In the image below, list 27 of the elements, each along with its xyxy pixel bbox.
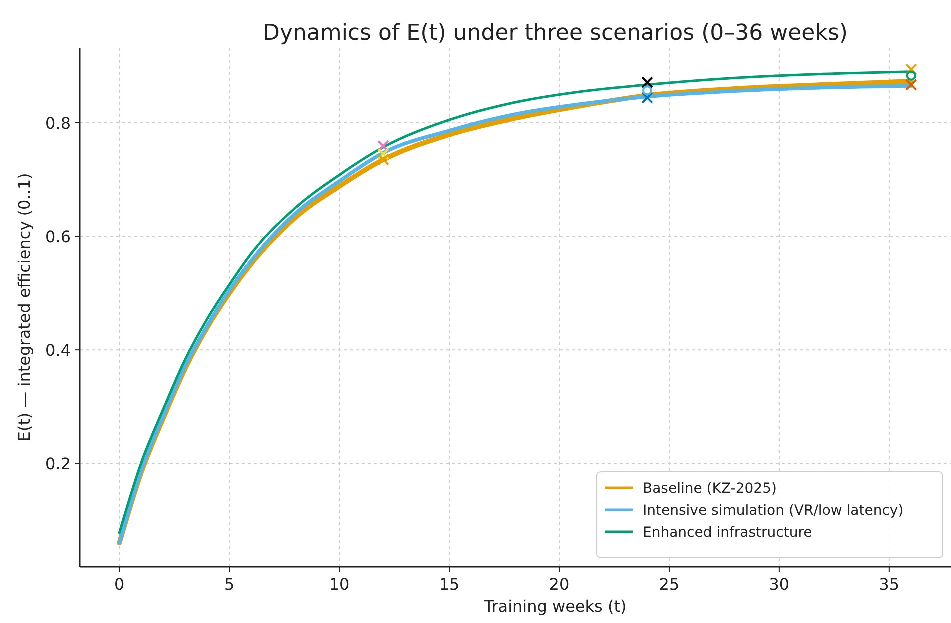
x-tick-label: 10 [329, 575, 350, 594]
point [642, 86, 652, 96]
x-tick-label: 0 [114, 575, 125, 594]
point [378, 148, 390, 160]
point [378, 140, 390, 152]
point [905, 78, 918, 91]
point [641, 92, 654, 104]
y-tick-label: 0.6 [46, 228, 71, 247]
y-tick-label: 0.8 [46, 114, 71, 133]
x-tick-label: 15 [439, 575, 460, 594]
y-axis-title: E(t) — integrated efficiency (0..1) [15, 173, 34, 442]
x-tick-label: 20 [549, 575, 570, 594]
y-tick-label: 0.2 [46, 454, 71, 474]
point [378, 154, 390, 166]
point [905, 64, 918, 76]
legend-label: Baseline (KZ-2025) [643, 481, 777, 497]
x-tick-label: 25 [659, 575, 680, 594]
x-tick-label: 35 [879, 575, 900, 594]
chart-title: Dynamics of E(t) under three scenarios (0–36 weeks) [263, 21, 848, 46]
y-tick-label: 0.4 [46, 341, 71, 360]
x-tick-label: 30 [769, 575, 790, 594]
x-axis-title: Training weeks (t) [483, 597, 627, 616]
point [906, 70, 916, 81]
legend-label: Intensive simulation (VR/low latency) [643, 503, 904, 519]
point [641, 76, 654, 89]
legend-label: Enhanced infrastructure [643, 525, 812, 541]
x-tick-label: 5 [224, 575, 235, 594]
